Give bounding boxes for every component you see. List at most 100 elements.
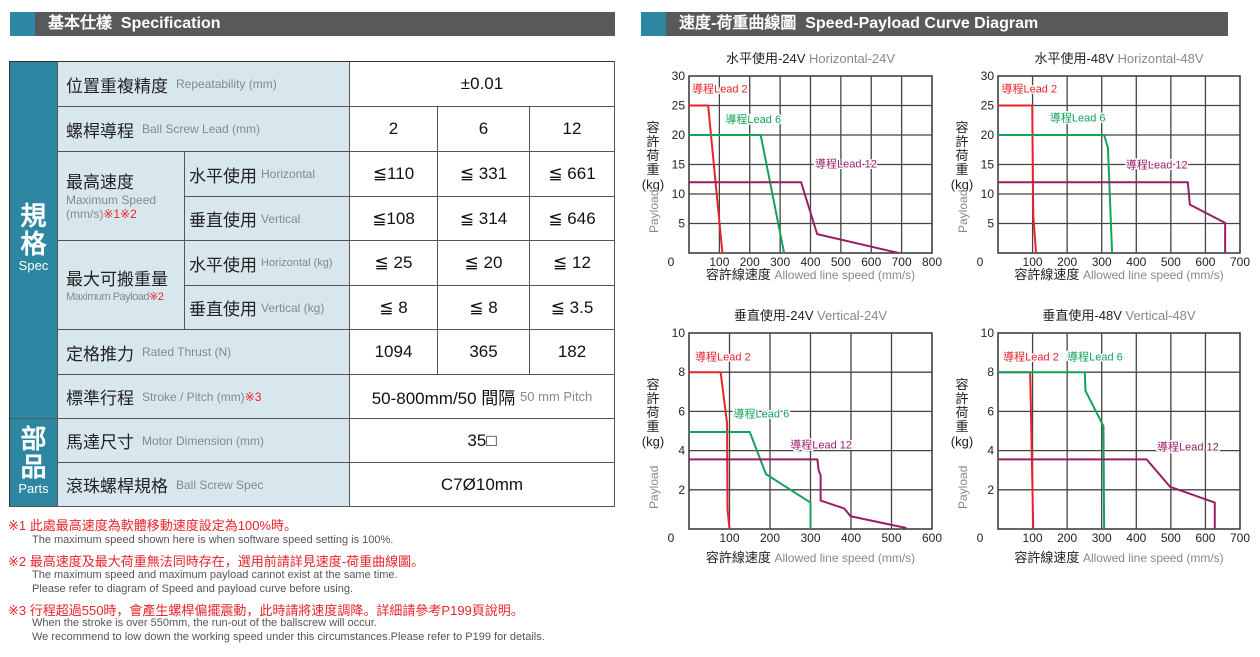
spec-title-en: Specification bbox=[120, 15, 221, 32]
speed-h-value: ≦110 bbox=[350, 152, 438, 197]
x-axis-label-cn: 容許線速度 bbox=[706, 267, 775, 282]
chart-1: 0 100 200 300 400 500 600 700 800 5 10 15 20 25 30 水平使用… bbox=[642, 51, 943, 282]
label-en: Vertical bbox=[261, 211, 301, 226]
y-tick-label: 4 bbox=[678, 444, 685, 458]
payload-v-value: ≦ 8 bbox=[438, 286, 530, 330]
series-line-lead-2 bbox=[689, 371, 731, 530]
header-accent-block bbox=[10, 12, 35, 36]
lead-label: 螺桿導程 Ball Screw Lead (mm) bbox=[58, 107, 350, 152]
x-axis-label-en: Allowed line speed (mm/s) bbox=[1083, 551, 1224, 565]
x-tick-label: 500 bbox=[1161, 255, 1181, 269]
y-axis-label-char: 荷 bbox=[955, 405, 968, 420]
ballscrew-value: C7Ø10mm bbox=[350, 463, 615, 507]
x-axis-label: 容許線速度 Allowed line speed (mm/s) bbox=[1014, 267, 1223, 282]
series-label: 導程Lead 6 bbox=[734, 406, 790, 420]
footnote-2-en: The maximum speed and maximum payload ca… bbox=[32, 569, 398, 581]
label-cn: 滾珠螺桿規格 bbox=[66, 477, 168, 496]
y-axis-label-char: 重 bbox=[646, 162, 659, 177]
thrust-value: 365 bbox=[438, 330, 530, 375]
y-tick-label: 25 bbox=[672, 99, 686, 113]
y-tick-label: 25 bbox=[981, 99, 995, 113]
chart-title-cn: 水平使用-48V bbox=[1034, 51, 1117, 66]
chart-4: 0 100 200 300 400 500 600 700 2 4 6 8 10 垂直使用-48V Ver… bbox=[951, 308, 1251, 565]
label-cn: 最高速度 bbox=[66, 173, 134, 192]
y-axis-label-cn: 容許荷重(kg) bbox=[642, 377, 664, 449]
payload-horizontal-label: 水平使用 Horizontal (kg) bbox=[185, 241, 350, 286]
x-tick-label: 700 bbox=[1230, 255, 1250, 269]
parts-side-label: 部品 Parts bbox=[10, 419, 58, 507]
y-axis-label-char: 荷 bbox=[646, 405, 659, 420]
y-tick-label: 6 bbox=[987, 404, 994, 418]
y-tick-label: 15 bbox=[672, 158, 686, 172]
x-axis-label-cn: 容許線速度 bbox=[706, 550, 775, 565]
x-tick-label: 100 bbox=[1023, 531, 1043, 545]
repeatability-value: ±0.01 bbox=[350, 62, 615, 107]
speed-v-value: ≦108 bbox=[350, 197, 438, 241]
y-axis-label-char: 容 bbox=[955, 120, 968, 135]
y-tick-label: 15 bbox=[981, 158, 995, 172]
speed-v-value: ≦ 646 bbox=[530, 197, 615, 241]
label-cn: 馬達尺寸 bbox=[66, 433, 134, 452]
x-axis-label-en: Allowed line speed (mm/s) bbox=[774, 268, 915, 282]
speed-v-value: ≦ 314 bbox=[438, 197, 530, 241]
y-axis-label-char: 荷 bbox=[646, 148, 659, 163]
series-line-lead-12 bbox=[689, 458, 907, 529]
label-en: Repeatability (mm) bbox=[176, 77, 277, 91]
x-tick-label: 700 bbox=[1230, 531, 1250, 545]
series-line-lead-2 bbox=[998, 104, 1038, 254]
label-en: Horizontal (kg) bbox=[261, 257, 333, 269]
footnote-1-en: The maximum speed shown here is when sof… bbox=[32, 534, 394, 546]
stroke-value-en: 50 mm Pitch bbox=[520, 389, 593, 404]
stroke-value: 50-800mm/50 間隔 50 mm Pitch bbox=[350, 375, 615, 419]
thrust-label: 定格推力 Rated Thrust (N) bbox=[58, 330, 350, 375]
chart-title: 垂直使用-24V Vertical-24V bbox=[734, 308, 887, 323]
lead-value: 12 bbox=[530, 107, 615, 152]
y-axis-label-unit: (kg) bbox=[642, 177, 664, 192]
label-en: Stroke / Pitch (mm) bbox=[142, 389, 245, 404]
speed-horizontal-label: 水平使用 Horizontal bbox=[185, 152, 350, 197]
label-cn: 水平使用 bbox=[189, 166, 257, 186]
x-tick-label: 100 bbox=[709, 255, 729, 269]
x-tick-label: 0 bbox=[977, 255, 984, 269]
series-label: 導程Lead 12 bbox=[1126, 158, 1188, 172]
label-en: Ball Screw Spec bbox=[176, 477, 264, 492]
x-tick-label: 400 bbox=[841, 531, 861, 545]
chart-title-en: Horizontal-24V bbox=[809, 51, 895, 66]
y-axis-label-char: 容 bbox=[646, 120, 659, 135]
chart-3: 0 100 200 300 400 500 600 2 4 6 8 10 垂直使用-24V Vertic… bbox=[642, 308, 943, 565]
x-tick-label: 0 bbox=[668, 255, 675, 269]
x-tick-label: 600 bbox=[861, 255, 881, 269]
motor-value: 35□ bbox=[350, 419, 615, 463]
x-tick-label: 300 bbox=[770, 255, 790, 269]
motor-label: 馬達尺寸 Motor Dimension (mm) bbox=[58, 419, 350, 463]
x-tick-label: 100 bbox=[719, 531, 739, 545]
footnote-3-cn: ※3 行程超過550時，會產生螺桿偏擺震動，此時請將速度調降。詳細請參考P199… bbox=[8, 603, 524, 618]
series-label: 導程Lead 6 bbox=[725, 112, 781, 126]
stroke-value-text: 50-800mm/50 間隔 bbox=[371, 389, 516, 408]
y-axis-label-char: 許 bbox=[646, 134, 659, 149]
note-ref: ※3 bbox=[244, 389, 262, 404]
y-axis-label-en: Payload bbox=[956, 190, 970, 233]
label-en: Maximum Payload bbox=[66, 291, 149, 303]
curve-title: 速度-荷重曲線圖 Speed-Payload Curve Diagram bbox=[679, 13, 1038, 35]
x-axis-label-cn: 容許線速度 bbox=[1014, 550, 1083, 565]
x-tick-label: 200 bbox=[740, 255, 760, 269]
thrust-value: 182 bbox=[530, 330, 615, 375]
y-axis-label-unit: (kg) bbox=[951, 177, 973, 192]
x-tick-label: 100 bbox=[1023, 255, 1043, 269]
x-tick-label: 200 bbox=[1057, 255, 1077, 269]
chart-title-en: Vertical-48V bbox=[1125, 308, 1195, 323]
label-en: Maximum Speed bbox=[66, 193, 157, 207]
footnote-2-en: Please refer to diagram of Speed and pay… bbox=[32, 583, 354, 595]
chart-title: 水平使用-24V Horizontal-24V bbox=[726, 51, 895, 66]
y-axis-label-char: 重 bbox=[955, 419, 968, 434]
y-axis-label-cn: 容許荷重(kg) bbox=[951, 120, 973, 192]
x-tick-label: 0 bbox=[977, 531, 984, 545]
spec-side-label: 規格 Spec bbox=[10, 62, 58, 419]
label-cn: 水平使用 bbox=[189, 255, 257, 275]
label-en: Rated Thrust (N) bbox=[142, 345, 232, 359]
chart-title: 垂直使用-48V Vertical-48V bbox=[1042, 308, 1195, 323]
y-tick-label: 8 bbox=[987, 365, 994, 379]
y-tick-label: 5 bbox=[987, 217, 994, 231]
